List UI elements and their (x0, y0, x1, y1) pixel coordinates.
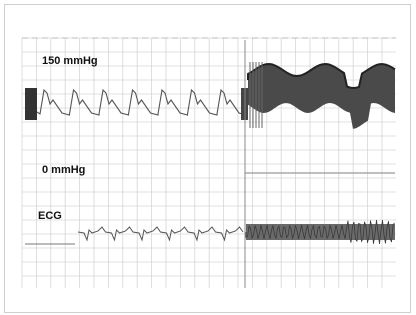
label-0-mmhg: 0 mmHg (42, 164, 85, 176)
page: 150 mmHg 0 mmHg ECG (() => { const data … (0, 0, 416, 315)
label-150-mmhg: 150 mmHg (42, 55, 98, 67)
artifact-block (25, 88, 37, 120)
label-ecg: ECG (38, 210, 62, 222)
recording-strip: 150 mmHg 0 mmHg ECG (0, 0, 416, 315)
